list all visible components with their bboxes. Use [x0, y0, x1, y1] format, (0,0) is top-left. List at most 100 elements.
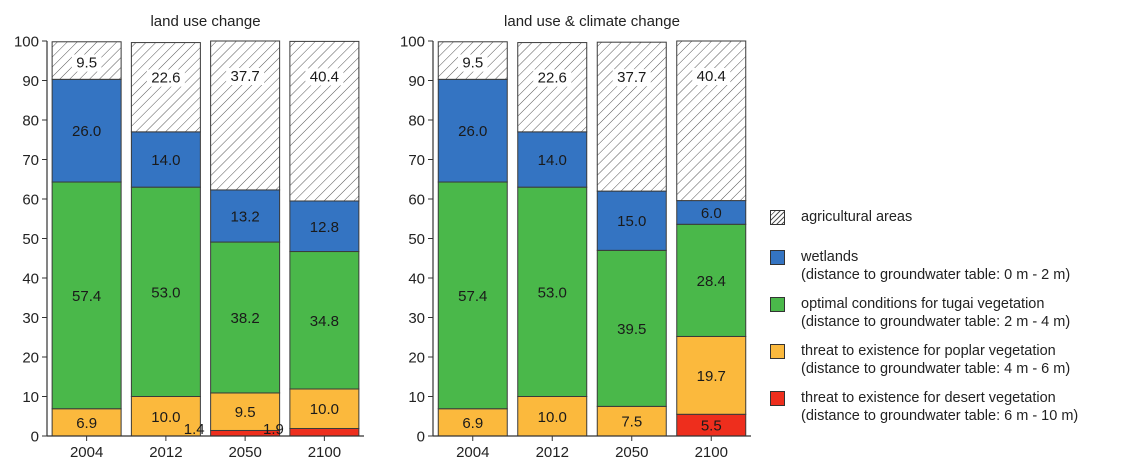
y-tick-label: 100	[400, 34, 425, 51]
bar-segment-wetlands	[289, 200, 360, 253]
y-tick-label: 70	[22, 152, 39, 169]
label-backing	[305, 68, 344, 86]
data-label: 53.0	[538, 284, 567, 301]
data-label: 9.5	[462, 55, 483, 72]
bar-segment-agricultural	[517, 42, 588, 133]
x-tick-label: 2012	[536, 444, 569, 459]
label-backing	[71, 54, 102, 72]
data-label: 13.2	[231, 208, 260, 225]
legend-label-line1: wetlands	[801, 249, 859, 265]
data-label: 14.0	[538, 152, 567, 169]
data-label: 10.0	[151, 409, 180, 426]
legend-label: threat to existence for poplar vegetatio…	[801, 342, 1070, 378]
x-tick-label: 2050	[615, 444, 648, 459]
data-label: 26.0	[458, 123, 487, 140]
data-label: 28.4	[697, 273, 726, 290]
bar-segment-agricultural	[130, 42, 201, 133]
legend-swatch-poplar	[770, 344, 785, 359]
legend-label: agricultural areas	[801, 208, 912, 226]
data-label: 12.8	[310, 219, 339, 236]
legend-label-line2: (distance to groundwater table: 4 m - 6 …	[801, 361, 1071, 377]
bar-segment-agricultural	[289, 40, 360, 202]
data-label: 9.5	[76, 55, 97, 72]
data-label: 9.5	[235, 404, 256, 421]
bar-segment-wetlands	[517, 131, 588, 188]
y-tick-label: 90	[22, 73, 39, 90]
y-tick-label: 0	[31, 429, 39, 446]
label-backing	[612, 69, 651, 87]
data-label: 5.5	[701, 418, 722, 435]
bar-segment-poplar	[676, 335, 747, 415]
data-label: 10.0	[310, 401, 339, 418]
y-tick-label: 60	[408, 192, 425, 209]
legend-label: optimal conditions for tugai vegetation (…	[801, 295, 1070, 331]
data-label: 40.4	[310, 68, 339, 85]
y-tick-label: 0	[417, 429, 425, 446]
data-label: 14.0	[151, 152, 180, 169]
legend-swatch-desert	[770, 391, 785, 406]
bar-segment-wetlands	[130, 131, 201, 188]
data-label: 7.5	[621, 414, 642, 431]
bar-segment-wetlands	[51, 78, 122, 183]
bar-segment-poplar	[130, 396, 201, 437]
data-label: 37.7	[231, 68, 260, 85]
data-label: 22.6	[538, 70, 567, 87]
y-tick-label: 100	[14, 34, 39, 51]
data-label: 1.9	[263, 421, 284, 438]
data-label: 15.0	[617, 213, 646, 230]
y-tick-label: 50	[408, 231, 425, 248]
chart-panel-1: land use change 0 10 20 30 40 50 60 70 80 90 100 6.9…	[14, 13, 364, 459]
x-tick-label: 2050	[228, 444, 261, 459]
legend-swatch-tugai	[770, 297, 785, 312]
bar-segment-desert	[289, 427, 360, 437]
chart-panel-2: land use & climate change 0 10 20 30 40 50 60 70…	[400, 13, 751, 459]
bar-segment-wetlands	[210, 189, 281, 243]
bar-segment-agricultural	[210, 40, 281, 191]
y-tick-label: 80	[408, 113, 425, 130]
legend-label-line1: threat to existence for poplar vegetatio…	[801, 343, 1056, 359]
x-tick-label: 2012	[149, 444, 182, 459]
legend-item-desert: threat to existence for desert vegetatio…	[770, 389, 1125, 425]
y-tick-label: 60	[22, 192, 39, 209]
data-label: 57.4	[72, 288, 101, 305]
data-label: 10.0	[538, 409, 567, 426]
y-tick-label: 30	[408, 310, 425, 327]
data-label: 53.0	[151, 284, 180, 301]
y-tick-label: 80	[22, 113, 39, 130]
y-tick-label: 40	[408, 271, 425, 288]
data-label: 57.4	[458, 288, 487, 305]
label-backing	[692, 68, 731, 85]
data-label: 40.4	[697, 68, 726, 85]
bar-segment-tugai	[130, 186, 201, 397]
y-tick-label: 40	[22, 271, 39, 288]
bar-segment-agricultural	[676, 40, 747, 202]
data-label: 22.6	[151, 70, 180, 87]
x-tick-label: 2100	[695, 444, 728, 459]
legend-item-tugai: optimal conditions for tugai vegetation (…	[770, 295, 1125, 331]
y-tick-label: 20	[22, 350, 39, 367]
x-tick-label: 2004	[456, 444, 489, 459]
bar-segment-tugai	[210, 241, 281, 394]
bar-segment-tugai	[51, 181, 122, 410]
y-tick-label: 90	[408, 73, 425, 90]
y-tick-label: 10	[408, 389, 425, 406]
legend-swatch-wetlands	[770, 250, 785, 265]
legend-label-line1: agricultural areas	[801, 209, 913, 225]
label-backing	[458, 54, 488, 72]
x-tick-label: 2100	[308, 444, 341, 459]
bar-segment-tugai	[437, 181, 508, 410]
x-tick-label: 2004	[70, 444, 103, 459]
legend-item-poplar: threat to existence for poplar vegetatio…	[770, 342, 1125, 378]
legend-swatch-agricultural	[770, 210, 785, 225]
label-backing	[533, 69, 572, 87]
legend-label-line1: threat to existence for desert vegetatio…	[801, 390, 1056, 406]
data-label: 26.0	[72, 123, 101, 140]
data-label: 38.2	[231, 310, 260, 327]
bar-segment-wetlands	[437, 78, 508, 183]
y-tick-label: 20	[408, 350, 425, 367]
legend-item-agricultural: agricultural areas	[770, 208, 1125, 226]
legend-label: wetlands (distance to groundwater table: …	[801, 248, 1070, 284]
data-label: 34.8	[310, 313, 339, 330]
data-label: 6.0	[701, 205, 722, 222]
